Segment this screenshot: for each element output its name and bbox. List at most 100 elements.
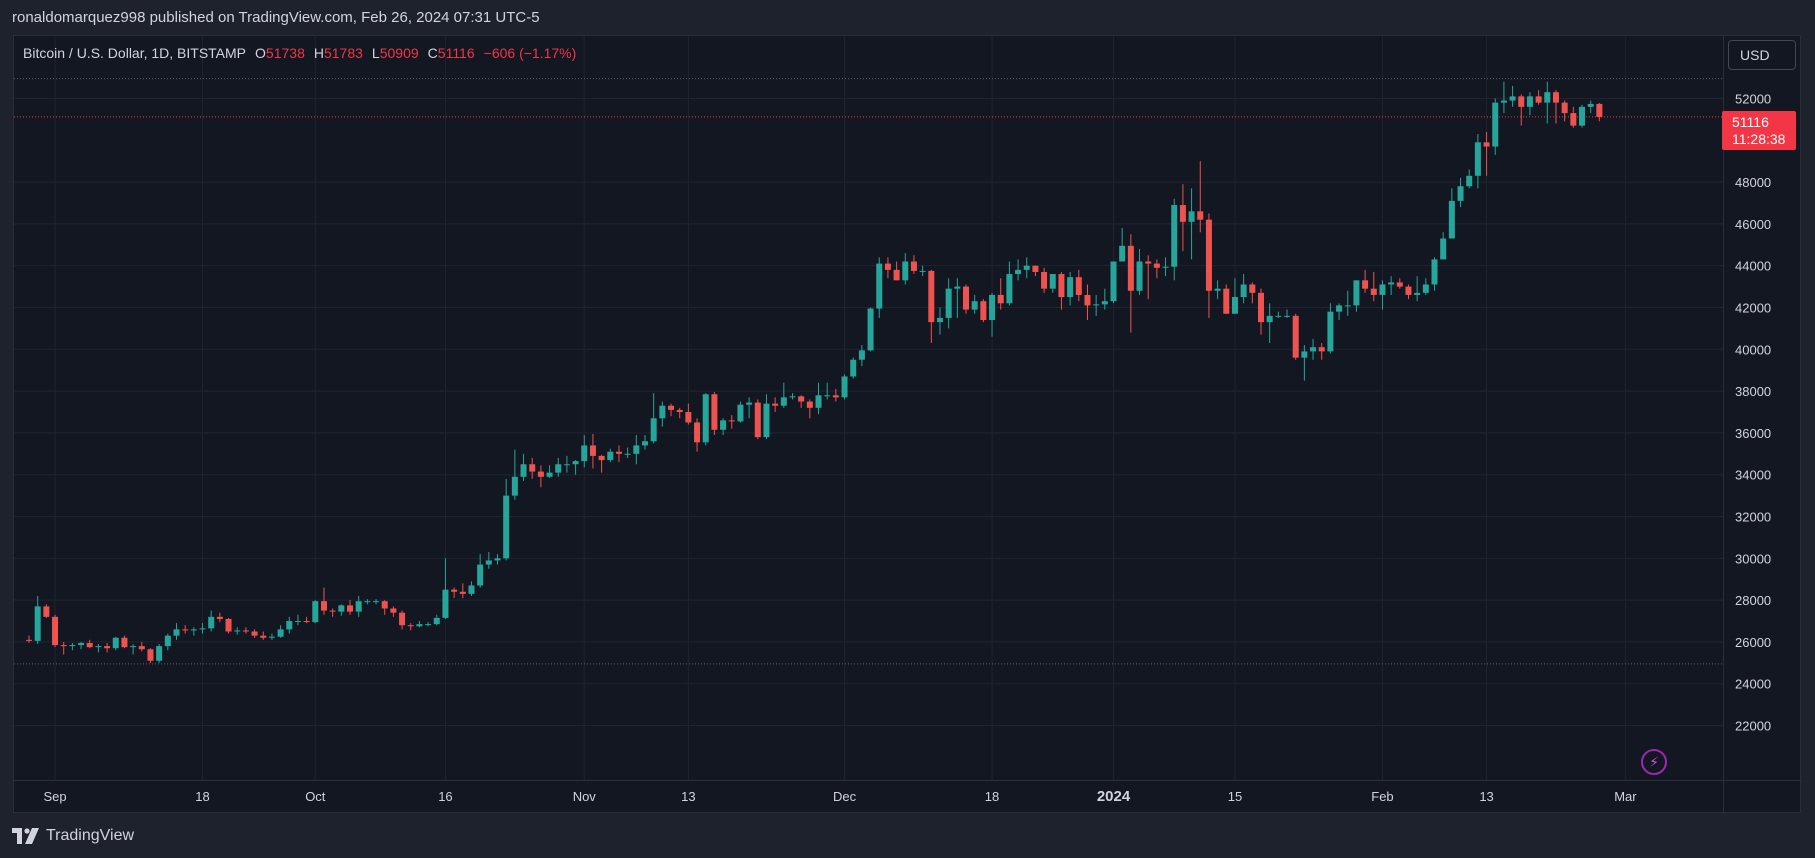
candle-body bbox=[1396, 282, 1403, 287]
candle-body bbox=[1457, 186, 1464, 201]
candle-body bbox=[60, 645, 67, 647]
candle bbox=[1431, 257, 1438, 291]
price-tick-label: 24000 bbox=[1735, 677, 1771, 692]
candle bbox=[399, 610, 406, 630]
time-tick-label: 13 bbox=[681, 789, 695, 804]
candle-body bbox=[1067, 277, 1074, 298]
candle bbox=[936, 307, 943, 335]
candle-body bbox=[234, 630, 241, 632]
candle bbox=[858, 345, 865, 367]
candle bbox=[138, 641, 145, 652]
candle bbox=[928, 269, 935, 344]
candle-body bbox=[1136, 261, 1143, 291]
candlestick-chart[interactable]: 22000 24000 26000 28000 30000 32000 34000 36000… bbox=[14, 36, 1802, 814]
candle-body bbox=[850, 359, 857, 377]
candle-body bbox=[511, 476, 518, 496]
candle-body bbox=[451, 589, 458, 592]
candle-body bbox=[1344, 305, 1351, 307]
candle-body bbox=[373, 601, 380, 603]
candle bbox=[86, 639, 93, 649]
candle bbox=[520, 453, 527, 481]
candle-body bbox=[1179, 205, 1186, 222]
candle bbox=[815, 382, 822, 415]
candle bbox=[43, 604, 50, 618]
candle bbox=[624, 447, 631, 458]
candle bbox=[919, 265, 926, 277]
candle-body bbox=[1171, 205, 1178, 267]
candle-body bbox=[1301, 351, 1308, 358]
time-tick-label: Nov bbox=[573, 789, 597, 804]
candle bbox=[702, 393, 709, 446]
candle bbox=[1422, 278, 1429, 295]
candle bbox=[1275, 311, 1282, 318]
candle bbox=[589, 433, 596, 469]
candle bbox=[355, 595, 362, 617]
candle-body bbox=[1448, 200, 1455, 239]
candle bbox=[711, 392, 718, 435]
candle-body bbox=[1422, 284, 1429, 293]
candle bbox=[277, 625, 284, 638]
candle bbox=[503, 478, 510, 561]
candle bbox=[555, 457, 562, 477]
candle-body bbox=[1431, 259, 1438, 285]
candle bbox=[659, 401, 666, 427]
chart-area[interactable]: 22000 24000 26000 28000 30000 32000 34000 36000… bbox=[13, 35, 1802, 814]
open-label: O bbox=[255, 45, 266, 61]
close-value: 51116 bbox=[437, 45, 475, 61]
time-tick-label: Dec bbox=[833, 789, 857, 804]
candle bbox=[1579, 104, 1586, 128]
candle bbox=[251, 629, 258, 638]
candle-body bbox=[563, 464, 570, 466]
symbol-name: Bitcoin / U.S. Dollar, 1D, BITSTAMP bbox=[23, 45, 247, 61]
candle-body bbox=[1127, 245, 1134, 291]
currency-button[interactable]: USD bbox=[1728, 40, 1796, 70]
candle-body bbox=[1006, 274, 1013, 304]
candle-body bbox=[390, 608, 397, 613]
candle-body bbox=[763, 403, 770, 438]
candle-body bbox=[416, 624, 423, 627]
candle-body bbox=[1544, 92, 1551, 103]
candle-body bbox=[1327, 311, 1334, 352]
candle bbox=[234, 627, 241, 635]
candle bbox=[329, 608, 336, 617]
candle-body bbox=[1526, 96, 1533, 107]
candle bbox=[147, 648, 154, 663]
candle bbox=[373, 599, 380, 605]
candle-body bbox=[173, 629, 180, 636]
candle bbox=[52, 614, 59, 648]
candle bbox=[1067, 271, 1074, 306]
price-axis[interactable]: 22000 24000 26000 28000 30000 32000 34000 36000… bbox=[1735, 91, 1771, 733]
candle bbox=[841, 374, 848, 400]
candle-body bbox=[867, 308, 874, 351]
candle bbox=[884, 257, 891, 279]
candle bbox=[867, 307, 874, 352]
candle-body bbox=[1596, 103, 1603, 117]
candle-body bbox=[1440, 238, 1447, 260]
price-tick-label: 30000 bbox=[1735, 551, 1771, 566]
candle bbox=[34, 595, 41, 645]
candle-body bbox=[1370, 288, 1377, 295]
time-axis[interactable]: Sep 18 Oct 16 Nov 13 Dec 18 2024 15 Feb 13 Mar bbox=[43, 788, 1637, 805]
candle bbox=[997, 278, 1004, 310]
candle-body bbox=[1535, 96, 1542, 103]
candle-body bbox=[199, 628, 206, 630]
candle bbox=[1518, 94, 1525, 126]
tradingview-logo[interactable]: TradingView bbox=[12, 825, 134, 847]
candle bbox=[806, 399, 813, 419]
candle-body bbox=[607, 451, 614, 461]
candle bbox=[442, 558, 449, 619]
low-value: 50909 bbox=[379, 45, 419, 61]
candle-body bbox=[945, 288, 952, 318]
tradingview-logo-icon bbox=[12, 828, 39, 844]
candle-body bbox=[789, 396, 796, 398]
candle-body bbox=[685, 412, 692, 423]
candle bbox=[754, 399, 761, 440]
candle bbox=[1240, 274, 1247, 304]
candle bbox=[1448, 188, 1455, 239]
candle-body bbox=[1257, 292, 1264, 323]
lightning-bolt-icon[interactable]: ⚡ bbox=[1641, 749, 1667, 775]
candle-body bbox=[893, 269, 900, 281]
candle bbox=[728, 415, 735, 429]
candle-body bbox=[720, 420, 727, 430]
candle-body bbox=[824, 395, 831, 397]
